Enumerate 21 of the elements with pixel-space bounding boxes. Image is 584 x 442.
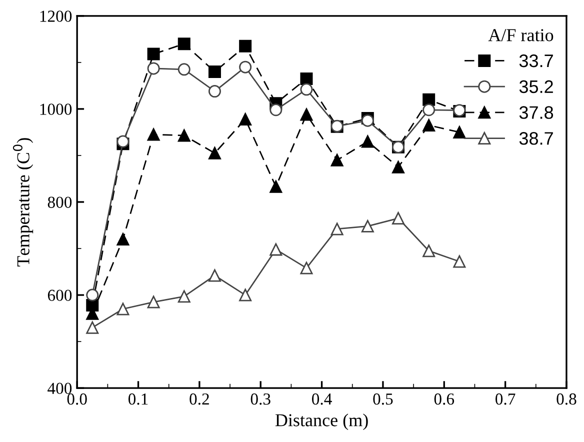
x-tick-label: 0.0 — [67, 393, 87, 405]
x-tick-label: 0.5 — [373, 393, 393, 405]
x-axis-title: Distance (m) — [275, 414, 368, 430]
y-axis-title: Temperature (C$^{0}$) — [12, 138, 34, 266]
y-tick-label: 600 — [48, 290, 72, 301]
x-tick-label: 0.4 — [312, 393, 332, 405]
x-tick-label: 0.6 — [434, 393, 454, 405]
legend-label: 38.7 — [519, 132, 553, 145]
x-tick-label: 0.8 — [556, 393, 576, 405]
legend-label: 33.7 — [519, 54, 553, 68]
y-tick-label: 400 — [48, 382, 72, 394]
y-tick-label: 1200 — [40, 10, 72, 22]
x-tick-label: 0.3 — [250, 393, 270, 405]
legend-label: 37.8 — [519, 106, 554, 119]
y-tick-label: 800 — [48, 196, 72, 208]
x-tick-label: 0.2 — [190, 393, 209, 405]
legend-label: 35.2 — [519, 80, 553, 94]
legend-title: A/F ratio — [488, 29, 554, 42]
x-tick-label: 0.7 — [496, 393, 516, 405]
y-tick-label: 1000 — [40, 104, 72, 115]
x-tick-label: 0.1 — [128, 393, 148, 405]
